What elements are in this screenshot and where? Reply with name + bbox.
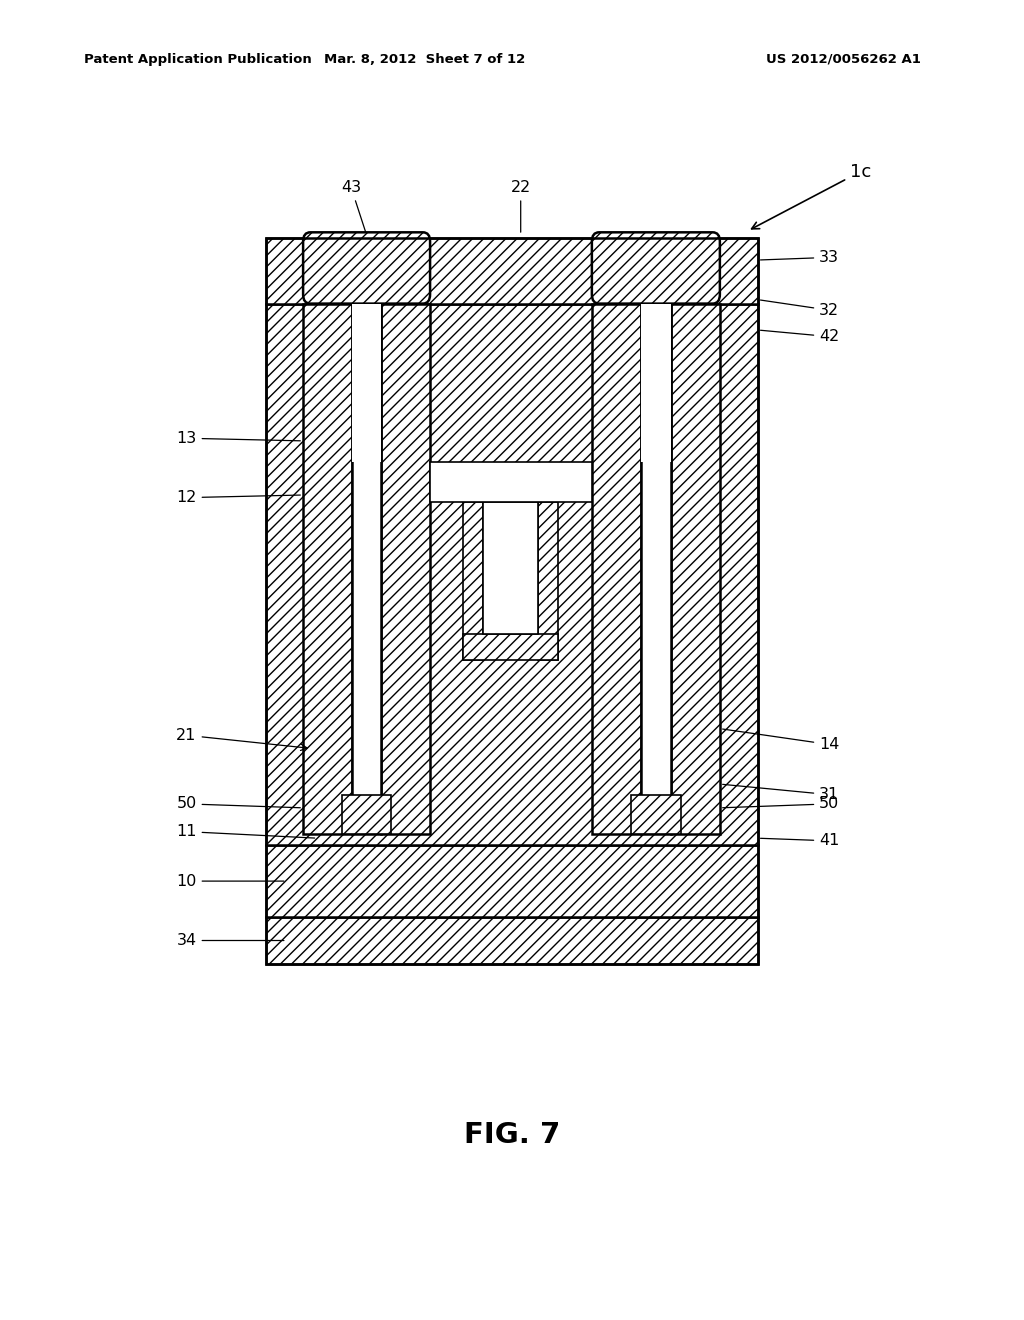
Text: 11: 11 (176, 824, 314, 840)
Bar (303, 304, 352, 834)
Bar (266, 238, 758, 964)
Bar (430, 462, 592, 502)
Bar (463, 502, 483, 660)
Text: Patent Application Publication: Patent Application Publication (84, 53, 311, 66)
Bar (266, 238, 758, 304)
Text: 32: 32 (761, 300, 840, 318)
Bar (463, 634, 558, 660)
FancyBboxPatch shape (303, 232, 430, 304)
Text: 43: 43 (341, 181, 366, 232)
Text: 41: 41 (761, 833, 840, 849)
Text: Mar. 8, 2012  Sheet 7 of 12: Mar. 8, 2012 Sheet 7 of 12 (325, 53, 525, 66)
Text: 22: 22 (511, 181, 530, 232)
Bar (342, 795, 391, 834)
Text: 12: 12 (176, 490, 300, 506)
Bar (631, 795, 681, 834)
Text: 42: 42 (761, 329, 840, 345)
Bar (483, 502, 538, 634)
Bar (352, 304, 381, 462)
Bar (641, 304, 671, 834)
Text: US 2012/0056262 A1: US 2012/0056262 A1 (766, 53, 921, 66)
Text: 14: 14 (723, 729, 840, 752)
Text: FIG. 7: FIG. 7 (464, 1121, 560, 1150)
Text: 33: 33 (761, 249, 840, 265)
Text: 50: 50 (723, 796, 840, 812)
Bar (266, 845, 758, 917)
Bar (592, 304, 641, 834)
Text: 34: 34 (176, 933, 284, 948)
Bar (671, 304, 720, 834)
Bar (381, 304, 430, 834)
Bar (641, 304, 671, 462)
Text: 50: 50 (176, 796, 300, 812)
Text: 10: 10 (176, 874, 284, 888)
Bar (266, 917, 758, 964)
Text: 21: 21 (176, 727, 307, 751)
Text: 1c: 1c (752, 162, 871, 228)
Text: 31: 31 (723, 784, 840, 803)
Bar (266, 304, 758, 845)
Bar (352, 304, 381, 834)
Bar (538, 502, 558, 660)
FancyBboxPatch shape (592, 232, 720, 304)
Text: 13: 13 (176, 430, 300, 446)
